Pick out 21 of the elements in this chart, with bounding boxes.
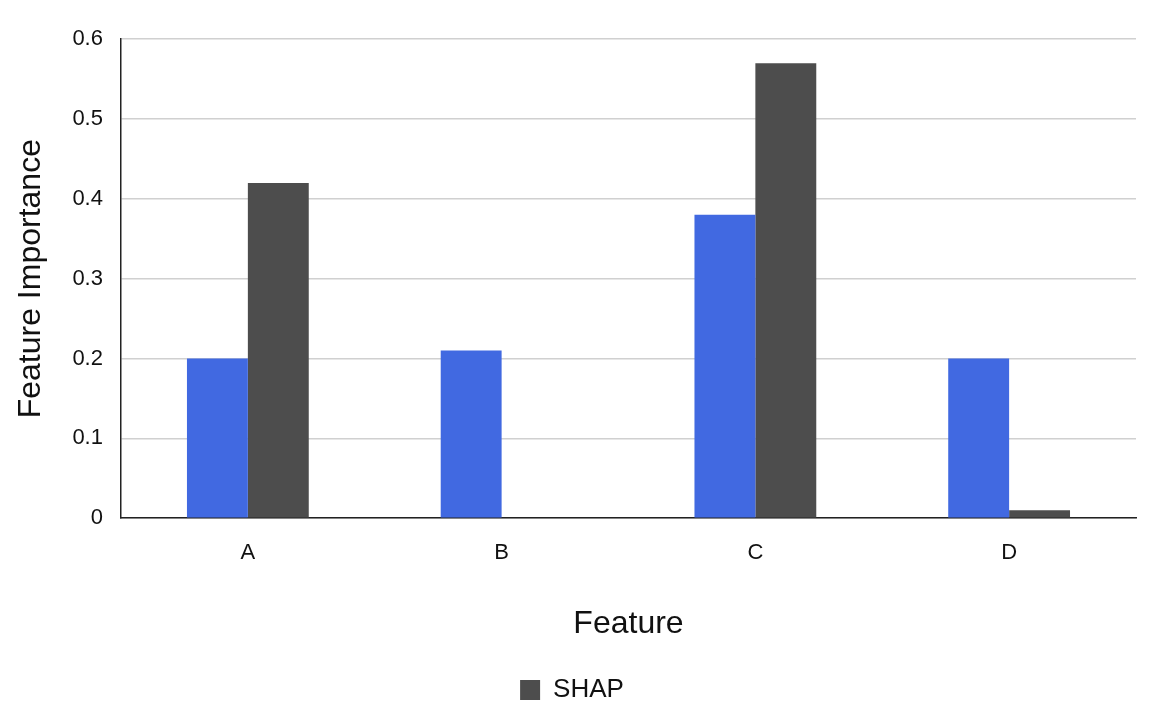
y-tick-label: 0.1	[72, 424, 103, 450]
bar	[247, 182, 309, 518]
y-tick-label: 0.2	[72, 344, 103, 370]
bar	[694, 214, 756, 518]
bar	[1009, 510, 1071, 518]
bar	[948, 358, 1010, 518]
y-axis-title: Feature Importance	[11, 139, 48, 419]
x-tick-label: C	[747, 539, 764, 565]
x-axis-title: Feature	[573, 603, 684, 640]
y-tick-label: 0.6	[72, 25, 103, 51]
y-tick-label: 0	[90, 504, 103, 530]
y-tick-label: 0.5	[72, 105, 103, 131]
y-tick-label: 0.3	[72, 264, 103, 290]
bar	[755, 63, 817, 518]
bar	[186, 358, 248, 518]
x-tick-label: D	[1001, 539, 1018, 565]
x-tick-label: B	[494, 539, 509, 565]
bar	[440, 350, 502, 518]
x-tick-label: A	[240, 539, 256, 565]
y-tick-label: 0.4	[72, 184, 103, 210]
legend-label: SHAP	[553, 673, 624, 704]
